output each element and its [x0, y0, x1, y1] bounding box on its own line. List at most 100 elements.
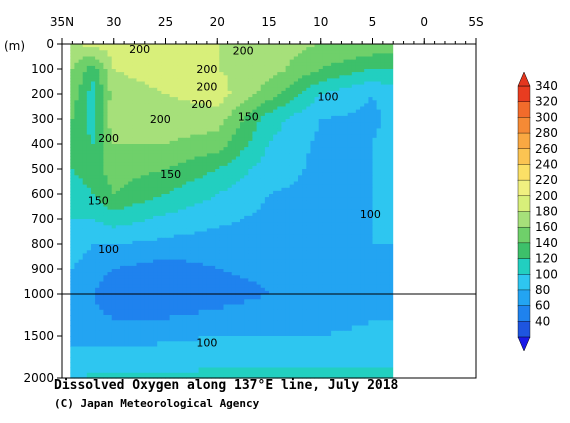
- field-cell: [327, 212, 332, 217]
- field-cell: [376, 172, 382, 176]
- field-cell: [248, 159, 253, 164]
- field-cell: [314, 134, 320, 139]
- field-cell: [240, 69, 245, 73]
- field-cell: [281, 81, 286, 86]
- field-cell: [161, 72, 166, 76]
- field-cell: [136, 100, 142, 104]
- field-cell: [277, 206, 282, 211]
- field-cell: [335, 62, 340, 67]
- field-cell: [211, 59, 216, 64]
- field-cell: [322, 153, 328, 157]
- field-cell: [78, 72, 84, 76]
- field-cell: [115, 206, 121, 211]
- field-cell: [327, 65, 332, 70]
- field-cell: [231, 184, 237, 189]
- field-cell: [368, 75, 373, 79]
- field-cell: [335, 72, 340, 76]
- field-cell: [281, 165, 286, 170]
- field-cell: [82, 100, 88, 104]
- field-cell: [331, 125, 336, 129]
- field-cell: [157, 75, 162, 79]
- field-cell: [389, 159, 394, 164]
- field-cell: [248, 181, 253, 186]
- field-cell: [169, 119, 175, 123]
- field-cell: [91, 72, 96, 76]
- field-cell: [70, 125, 75, 129]
- field-cell: [360, 231, 365, 236]
- field-cell: [273, 72, 278, 76]
- field-cell: [144, 122, 150, 126]
- field-cell: [99, 231, 104, 236]
- field-cell: [182, 194, 187, 198]
- field-cell: [161, 215, 166, 220]
- field-cell: [111, 65, 117, 70]
- field-cell: [252, 222, 257, 226]
- field-cell: [215, 212, 220, 217]
- field-cell: [219, 72, 224, 76]
- field-cell: [111, 162, 117, 167]
- field-cell: [331, 53, 336, 57]
- field-cell: [235, 112, 241, 117]
- field-cell: [327, 97, 332, 101]
- field-cell: [314, 59, 320, 64]
- field-cell: [293, 62, 299, 67]
- field-cell: [264, 225, 270, 229]
- field-cell: [198, 162, 204, 167]
- field-cell: [306, 190, 311, 195]
- field-cell: [169, 187, 175, 192]
- field-cell: [211, 75, 216, 79]
- field-cell: [302, 150, 307, 154]
- field-cell: [347, 115, 353, 120]
- field-cell: [223, 200, 229, 204]
- field-cell: [368, 150, 373, 154]
- field-cell: [339, 222, 344, 226]
- field-cell: [302, 128, 307, 132]
- field-cell: [277, 103, 282, 107]
- field-cell: [285, 87, 291, 92]
- field-cell: [136, 90, 142, 95]
- field-cell: [165, 125, 171, 129]
- field-cell: [273, 222, 278, 226]
- field-cell: [165, 119, 171, 123]
- field-cell: [306, 187, 311, 192]
- field-cell: [95, 165, 100, 170]
- field-cell: [256, 159, 262, 164]
- field-cell: [264, 231, 270, 236]
- field-cell: [252, 203, 257, 207]
- field-cell: [318, 87, 324, 92]
- field-cell: [355, 144, 361, 148]
- field-cell: [161, 144, 166, 148]
- field-cell: [148, 206, 154, 211]
- field-cell: [219, 56, 224, 61]
- field-cell: [360, 172, 365, 176]
- field-cell: [198, 106, 204, 111]
- field-cell: [376, 78, 382, 82]
- field-cell: [70, 165, 75, 170]
- field-cell: [285, 203, 291, 207]
- field-cell: [136, 56, 142, 61]
- field-cell: [132, 87, 137, 92]
- field-cell: [103, 69, 108, 73]
- field-cell: [165, 44, 171, 48]
- field-cell: [91, 147, 96, 151]
- field-cell: [252, 140, 257, 145]
- field-cell: [360, 200, 365, 204]
- field-cell: [235, 131, 241, 136]
- field-cell: [107, 169, 113, 173]
- field-cell: [331, 222, 336, 226]
- field-cell: [310, 65, 315, 70]
- field-cell: [256, 215, 262, 220]
- field-cell: [107, 47, 113, 51]
- field-cell: [298, 100, 303, 104]
- field-cell: [322, 53, 328, 57]
- field-cell: [269, 190, 274, 195]
- field-cell: [285, 115, 291, 120]
- field-cell: [256, 150, 262, 154]
- field-cell: [223, 184, 229, 189]
- field-cell: [153, 128, 158, 132]
- field-cell: [206, 106, 212, 111]
- field-cell: [153, 153, 158, 157]
- field-cell: [310, 150, 315, 154]
- field-cell: [206, 187, 212, 192]
- field-cell: [269, 197, 274, 201]
